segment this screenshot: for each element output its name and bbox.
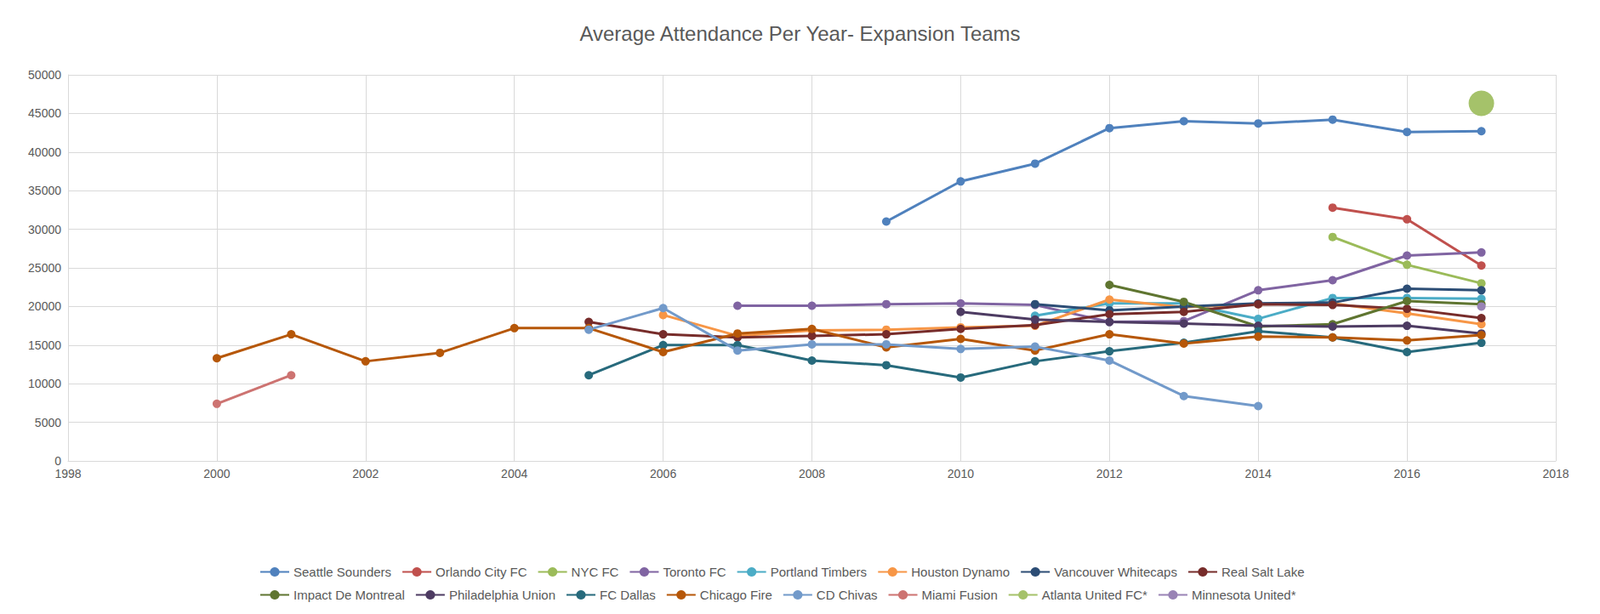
svg-text:2006: 2006	[649, 466, 677, 481]
svg-text:5000: 5000	[34, 415, 62, 430]
svg-text:2008: 2008	[798, 466, 826, 481]
svg-text:2018: 2018	[1542, 466, 1569, 481]
svg-text:Portland Timbers: Portland Timbers	[770, 564, 867, 580]
svg-text:20000: 20000	[28, 299, 62, 314]
svg-text:CD Chivas: CD Chivas	[816, 587, 878, 603]
svg-text:Philadelphia Union: Philadelphia Union	[449, 587, 556, 603]
svg-text:Average Attendance Per Year- E: Average Attendance Per Year- Expansion T…	[579, 22, 1020, 46]
svg-text:0: 0	[54, 454, 62, 468]
svg-text:Seattle Sounders: Seattle Sounders	[293, 564, 392, 580]
svg-text:Minnesota United*: Minnesota United*	[1191, 587, 1297, 603]
svg-text:Atlanta United FC*: Atlanta United FC*	[1041, 587, 1148, 603]
svg-text:40000: 40000	[28, 145, 62, 160]
svg-text:Miami Fusion: Miami Fusion	[922, 587, 998, 603]
svg-text:Impact De Montreal: Impact De Montreal	[293, 587, 405, 603]
svg-text:35000: 35000	[28, 183, 62, 198]
svg-text:45000: 45000	[28, 106, 62, 120]
svg-text:2014: 2014	[1245, 466, 1272, 481]
svg-text:2012: 2012	[1096, 466, 1123, 481]
svg-text:2000: 2000	[203, 466, 230, 481]
svg-text:Chicago Fire: Chicago Fire	[700, 587, 773, 603]
svg-text:2010: 2010	[947, 466, 974, 481]
svg-text:Real Salt Lake: Real Salt Lake	[1221, 564, 1305, 580]
svg-text:Toronto FC: Toronto FC	[662, 564, 726, 580]
svg-text:30000: 30000	[28, 222, 62, 237]
svg-text:NYC FC: NYC FC	[571, 564, 620, 580]
svg-text:Orlando City FC: Orlando City FC	[435, 564, 528, 580]
svg-text:50000: 50000	[28, 68, 62, 82]
svg-text:Houston Dynamo: Houston Dynamo	[911, 564, 1010, 580]
svg-text:1998: 1998	[54, 466, 81, 481]
svg-text:15000: 15000	[28, 338, 62, 353]
svg-text:25000: 25000	[28, 261, 62, 275]
svg-text:FC Dallas: FC Dallas	[599, 587, 656, 603]
svg-text:2002: 2002	[352, 466, 379, 481]
svg-text:2016: 2016	[1394, 466, 1421, 481]
svg-text:10000: 10000	[28, 376, 62, 391]
svg-text:2004: 2004	[501, 466, 528, 481]
svg-text:Vancouver Whitecaps: Vancouver Whitecaps	[1053, 564, 1178, 580]
